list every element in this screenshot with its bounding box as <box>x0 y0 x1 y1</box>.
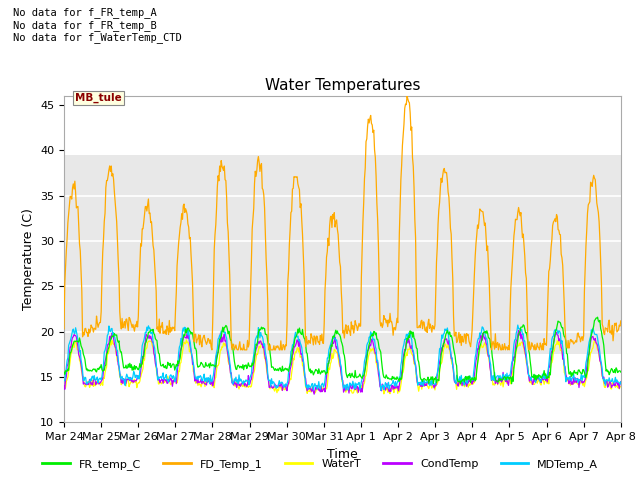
FR_temp_C <box>127 362 135 368</box>
Bar <box>64 155 621 354</box>
FD_Temp_1 <box>428 329 436 335</box>
WaterT <box>60 385 68 391</box>
Line: FR_temp_C: FR_temp_C <box>64 317 621 384</box>
WaterT <box>617 384 625 389</box>
CondTemp <box>60 383 68 389</box>
CondTemp <box>515 327 522 333</box>
MDTemp_A <box>127 375 135 381</box>
FR_temp_C <box>410 336 418 341</box>
FD_Temp_1 <box>127 322 135 327</box>
CondTemp <box>70 332 78 337</box>
MDTemp_A <box>184 332 192 338</box>
CondTemp <box>617 379 625 384</box>
Y-axis label: Temperature (C): Temperature (C) <box>22 208 35 310</box>
MDTemp_A <box>70 330 78 336</box>
FD_Temp_1 <box>214 173 222 179</box>
FD_Temp_1 <box>208 347 216 353</box>
MDTemp_A <box>214 346 221 352</box>
Line: WaterT: WaterT <box>64 340 621 394</box>
Legend: FR_temp_C, FD_Temp_1, WaterT, CondTemp, MDTemp_A: FR_temp_C, FD_Temp_1, WaterT, CondTemp, … <box>37 455 603 474</box>
WaterT <box>127 378 135 384</box>
FR_temp_C <box>617 369 625 375</box>
WaterT <box>185 342 193 348</box>
X-axis label: Time: Time <box>327 448 358 461</box>
Text: No data for f_FR_temp_A
No data for f_FR_temp_B
No data for f_WaterTemp_CTD: No data for f_FR_temp_A No data for f_FR… <box>13 7 182 43</box>
FR_temp_C <box>508 381 515 386</box>
CondTemp <box>214 350 221 356</box>
WaterT <box>412 365 419 371</box>
FD_Temp_1 <box>184 221 192 227</box>
MDTemp_A <box>514 322 522 328</box>
MDTemp_A <box>60 378 68 384</box>
MDTemp_A <box>377 387 385 393</box>
FR_temp_C <box>426 377 434 383</box>
Text: MB_tule: MB_tule <box>75 93 122 103</box>
FD_Temp_1 <box>70 186 78 192</box>
FD_Temp_1 <box>403 93 411 99</box>
WaterT <box>182 337 190 343</box>
Line: FD_Temp_1: FD_Temp_1 <box>64 96 621 350</box>
FR_temp_C <box>70 338 78 344</box>
CondTemp <box>127 378 135 384</box>
FD_Temp_1 <box>617 318 625 324</box>
CondTemp <box>184 336 192 341</box>
WaterT <box>428 385 436 391</box>
Line: MDTemp_A: MDTemp_A <box>64 325 621 390</box>
Title: Water Temperatures: Water Temperatures <box>265 78 420 94</box>
WaterT <box>380 391 388 397</box>
CondTemp <box>428 379 435 385</box>
FD_Temp_1 <box>412 235 419 240</box>
FR_temp_C <box>184 325 192 331</box>
WaterT <box>214 363 222 369</box>
FR_temp_C <box>594 314 602 320</box>
WaterT <box>70 345 78 350</box>
CondTemp <box>411 360 419 366</box>
CondTemp <box>310 391 318 397</box>
MDTemp_A <box>411 358 419 364</box>
MDTemp_A <box>617 379 625 385</box>
MDTemp_A <box>428 383 435 388</box>
FR_temp_C <box>214 353 221 359</box>
Line: CondTemp: CondTemp <box>64 330 621 394</box>
FR_temp_C <box>60 370 68 375</box>
FD_Temp_1 <box>60 326 68 332</box>
